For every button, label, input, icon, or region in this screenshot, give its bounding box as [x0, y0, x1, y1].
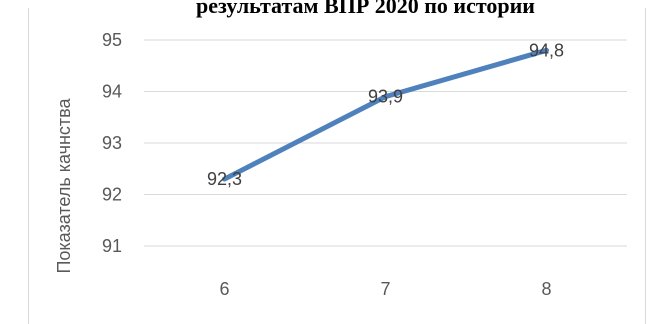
y-tick-label: 91 [102, 236, 122, 256]
y-tick-label: 95 [102, 30, 122, 50]
data-label: 92,3 [207, 169, 242, 189]
y-axis-label: Показатель качнства [54, 97, 74, 273]
y-tick-label: 93 [102, 133, 122, 153]
data-label: 93,9 [368, 87, 403, 107]
series-line [222, 47, 549, 182]
chart-title: результатам ВПР 2020 по истории [196, 0, 535, 18]
y-tick-label: 94 [102, 82, 122, 102]
x-tick-label: 6 [219, 279, 229, 299]
chart-frame [28, 8, 646, 324]
y-tick-label: 92 [102, 185, 122, 205]
data-label: 94,8 [529, 40, 564, 60]
x-tick-label: 7 [380, 279, 390, 299]
x-tick-label: 8 [541, 279, 551, 299]
